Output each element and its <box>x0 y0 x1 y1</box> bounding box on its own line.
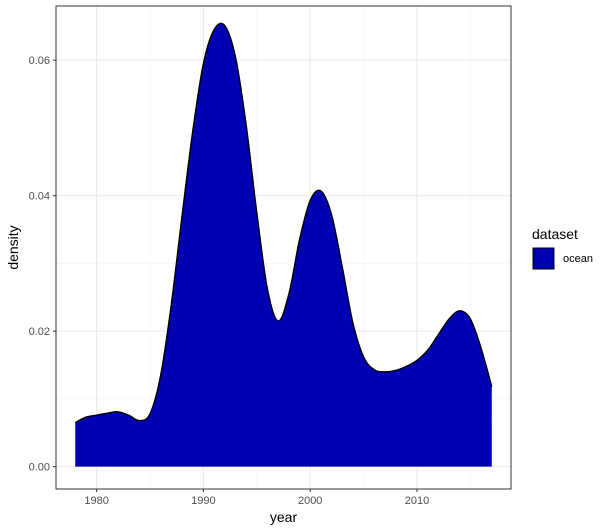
legend: dataset ocean <box>532 226 593 270</box>
x-axis-ticks: 1980 1990 2000 2010 <box>84 489 429 507</box>
legend-key-ocean <box>532 247 555 270</box>
y-axis-ticks: 0.00 0.02 0.04 0.06 <box>29 55 56 474</box>
y-tick-label: 0.04 <box>29 191 50 203</box>
plot-panel-border <box>55 5 512 490</box>
density-area-layer <box>74 22 493 467</box>
x-tick-label: 2000 <box>298 495 322 507</box>
x-axis-title: year <box>270 509 298 525</box>
density-outline-ocean <box>74 22 493 424</box>
x-tick-label: 1980 <box>84 495 108 507</box>
legend-title: dataset <box>532 226 578 242</box>
x-tick-label: 1990 <box>191 495 215 507</box>
y-axis-title: density <box>5 225 21 269</box>
y-tick-label: 0.00 <box>29 462 50 474</box>
y-tick-label: 0.06 <box>29 55 50 67</box>
y-tick-label: 0.02 <box>29 326 50 338</box>
density-area-ocean <box>75 23 492 467</box>
legend-label-ocean: ocean <box>563 253 593 265</box>
x-tick-label: 2010 <box>405 495 429 507</box>
